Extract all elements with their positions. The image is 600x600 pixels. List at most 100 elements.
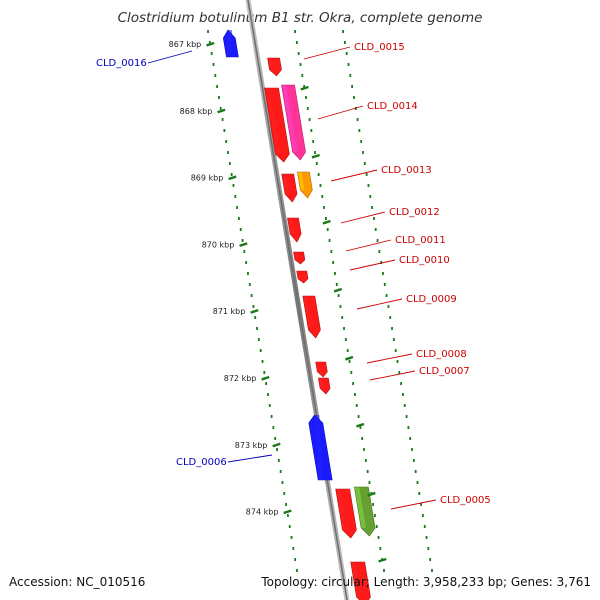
ring-dot bbox=[210, 52, 213, 55]
label-leader-line bbox=[345, 239, 392, 252]
ring-dot bbox=[365, 173, 368, 176]
gene-label-cld_0011[interactable]: CLD_0011 bbox=[395, 235, 446, 246]
ring-dot bbox=[363, 162, 366, 165]
ring-dot bbox=[281, 481, 284, 484]
ring-dot bbox=[398, 371, 401, 374]
ring-dot bbox=[374, 228, 377, 231]
kbp-tick bbox=[283, 509, 292, 515]
ring-dot bbox=[385, 294, 388, 297]
ring-dot bbox=[241, 239, 244, 242]
gene-cld_0004[interactable] bbox=[350, 561, 371, 600]
ring-dot bbox=[414, 470, 417, 473]
gene-cld_0011[interactable] bbox=[293, 251, 306, 265]
ring-dot bbox=[371, 206, 373, 209]
outer-tick bbox=[311, 153, 320, 159]
gene-cld_0007[interactable] bbox=[318, 377, 331, 395]
kbp-tick-labels: 867 kbp 868 kbp 869 kbp 870 kbp 871 kbp 872 k… bbox=[169, 40, 387, 563]
tick-rings bbox=[207, 30, 433, 572]
kbp-tick bbox=[261, 375, 270, 381]
ring-dot bbox=[239, 228, 242, 231]
label-leader-line bbox=[366, 353, 413, 364]
gene-cld_0013[interactable] bbox=[281, 173, 298, 203]
ring-dot bbox=[268, 404, 271, 407]
ring-dot bbox=[332, 261, 335, 264]
gene-cld_0014[interactable] bbox=[264, 87, 290, 163]
label-leader-line bbox=[349, 259, 396, 271]
ring-dot bbox=[207, 30, 209, 33]
ring-dot bbox=[420, 503, 422, 506]
ring-dot bbox=[427, 547, 430, 550]
ring-dot bbox=[256, 327, 258, 330]
ring-dot bbox=[323, 206, 325, 209]
gene-cld_0009[interactable] bbox=[302, 295, 321, 339]
gene-label-cld_0013[interactable]: CLD_0013 bbox=[381, 165, 432, 176]
ring-dot bbox=[267, 393, 269, 396]
gene-cld_0014-pink[interactable] bbox=[281, 84, 306, 161]
gene-label-cld_0005[interactable]: CLD_0005 bbox=[440, 495, 491, 506]
ring-dot bbox=[208, 41, 211, 44]
ring-dot bbox=[290, 536, 293, 539]
gene-label-cld_0010[interactable]: CLD_0010 bbox=[399, 255, 450, 266]
ring-dot bbox=[306, 107, 309, 110]
ring-dot bbox=[234, 195, 237, 198]
ring-dot bbox=[431, 569, 433, 572]
ring-dot bbox=[250, 294, 253, 297]
ring-dot bbox=[355, 404, 358, 407]
ring-dot bbox=[243, 250, 246, 253]
gene-label-cld_0014[interactable]: CLD_0014 bbox=[367, 101, 418, 112]
ring-dot bbox=[247, 272, 249, 275]
ring-dot bbox=[429, 558, 432, 561]
ring-dot bbox=[372, 503, 374, 506]
gene-cld_0013-orange[interactable] bbox=[297, 171, 313, 199]
gene-cld_0006[interactable] bbox=[308, 414, 333, 481]
ring-dot bbox=[349, 74, 352, 77]
gene-cld_0010[interactable] bbox=[296, 270, 309, 284]
ring-dot bbox=[351, 85, 354, 88]
ring-dot bbox=[214, 74, 217, 77]
ring-dot bbox=[259, 349, 262, 352]
ring-dot bbox=[377, 536, 380, 539]
ring-dot bbox=[310, 129, 313, 132]
ring-dot bbox=[276, 448, 278, 451]
gene-cld_0015[interactable] bbox=[267, 57, 282, 77]
ring-dot bbox=[392, 338, 395, 341]
label-leader-line bbox=[340, 211, 386, 224]
gene-cld_0016[interactable] bbox=[222, 29, 239, 58]
ring-dot bbox=[389, 316, 392, 319]
ring-dot bbox=[279, 470, 282, 473]
ring-dot bbox=[321, 195, 324, 198]
outer-tick bbox=[333, 287, 343, 293]
ring-dot bbox=[335, 283, 338, 286]
gene-cld_0005-green[interactable] bbox=[354, 486, 376, 537]
gene-label-cld_0008[interactable]: CLD_0008 bbox=[416, 349, 467, 360]
gene-label-cld_0007[interactable]: CLD_0007 bbox=[419, 366, 470, 377]
gene-label-cld_0016[interactable]: CLD_0016 bbox=[96, 58, 147, 69]
backbone-core bbox=[247, 0, 348, 600]
gene-cld_0012[interactable] bbox=[287, 217, 302, 243]
kbp-tick bbox=[272, 442, 281, 448]
ring-dot bbox=[223, 129, 226, 132]
ring-dot bbox=[334, 272, 336, 275]
outer-tick bbox=[322, 219, 331, 225]
gene-features bbox=[222, 29, 376, 600]
gene-cld_0008[interactable] bbox=[315, 361, 328, 378]
ring-dot bbox=[218, 96, 220, 99]
gene-cld_0005[interactable] bbox=[335, 488, 357, 539]
gene-label-cld_0012[interactable]: CLD_0012 bbox=[389, 207, 440, 218]
ring-dot bbox=[352, 382, 355, 385]
outer-tick bbox=[356, 422, 365, 428]
gene-label-cld_0009[interactable]: CLD_0009 bbox=[406, 294, 457, 305]
ring-dot bbox=[360, 140, 363, 143]
label-leader-line bbox=[390, 499, 437, 510]
outer-tick bbox=[367, 491, 376, 497]
topology-text: Topology: circular; Length: 3,958,233 bp… bbox=[261, 575, 591, 589]
ring-dot bbox=[409, 437, 412, 440]
map-title: Clostridium botulinum B1 str. Okra, comp… bbox=[117, 10, 483, 26]
ring-dot bbox=[367, 184, 370, 187]
gene-label-cld_0015[interactable]: CLD_0015 bbox=[354, 42, 405, 53]
ring-dot bbox=[400, 382, 403, 385]
ring-dot bbox=[379, 547, 382, 550]
outer-tick bbox=[344, 355, 354, 361]
ring-dot bbox=[343, 327, 345, 330]
gene-label-cld_0006[interactable]: CLD_0006 bbox=[176, 457, 227, 468]
